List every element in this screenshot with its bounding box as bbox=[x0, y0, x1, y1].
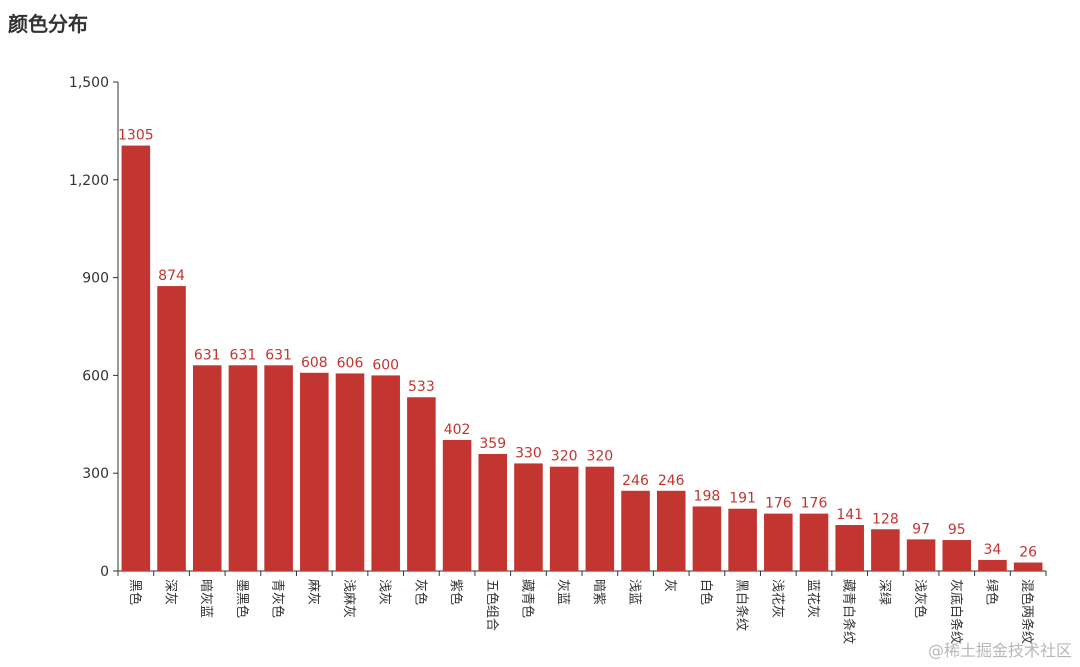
category-label: 灰色 bbox=[412, 579, 428, 605]
bar-value-label: 402 bbox=[444, 422, 471, 438]
bar-value-label: 95 bbox=[948, 522, 966, 538]
y-tick-label: 900 bbox=[82, 271, 109, 287]
y-tick-label: 1,500 bbox=[69, 75, 109, 91]
category-label: 灰蓝 bbox=[555, 579, 570, 605]
category-label: 白色 bbox=[698, 579, 714, 605]
category-label: 暗灰蓝 bbox=[198, 579, 213, 618]
bar bbox=[835, 525, 864, 571]
category-label: 蓝花灰 bbox=[805, 579, 821, 618]
bar-value-label: 533 bbox=[408, 379, 435, 395]
category-label: 灰 bbox=[662, 579, 677, 592]
bar-value-label: 128 bbox=[872, 511, 899, 527]
category-label: 灰底白条纹 bbox=[948, 579, 964, 644]
category-label: 浅蓝 bbox=[627, 579, 642, 605]
bar-value-label: 176 bbox=[801, 496, 828, 512]
y-tick-label: 300 bbox=[82, 466, 109, 482]
category-label: 紫色 bbox=[448, 579, 464, 605]
y-axis: 0 300 600 900 1,200 1,500 bbox=[69, 75, 119, 580]
bar-value-label: 141 bbox=[836, 507, 863, 523]
bar-value-label: 608 bbox=[301, 355, 328, 371]
bar bbox=[335, 373, 365, 571]
bar-value-label: 359 bbox=[479, 436, 506, 452]
category-label: 青灰色 bbox=[270, 579, 286, 618]
bar-value-label: 330 bbox=[515, 445, 542, 461]
bar-value-label: 1305 bbox=[118, 128, 154, 144]
value-labels-group: 1305 874 631 631 631 608 606 600 533 402 359 330 320… bbox=[118, 128, 1037, 561]
bar bbox=[621, 490, 650, 571]
y-tick-label: 1,200 bbox=[69, 173, 109, 189]
bar bbox=[407, 397, 436, 571]
bar bbox=[728, 508, 757, 571]
bar bbox=[656, 490, 686, 571]
bar bbox=[478, 453, 508, 571]
bar-value-label: 246 bbox=[658, 473, 685, 489]
category-label: 浅花灰 bbox=[769, 579, 785, 618]
bar bbox=[157, 286, 186, 571]
category-label: 藏青色 bbox=[519, 579, 535, 618]
bar bbox=[978, 559, 1007, 571]
bar bbox=[692, 506, 722, 571]
bar bbox=[192, 365, 222, 571]
bar bbox=[549, 466, 579, 571]
category-label: 黑白条纹 bbox=[734, 579, 750, 631]
bar bbox=[906, 539, 936, 571]
category-label: 暗紫 bbox=[591, 579, 606, 605]
bar-value-label: 246 bbox=[622, 473, 649, 489]
bar bbox=[300, 372, 329, 571]
bar bbox=[121, 145, 151, 571]
category-label: 五色组合 bbox=[484, 579, 500, 631]
bar bbox=[585, 466, 615, 571]
y-tick-label: 600 bbox=[82, 368, 109, 384]
category-label: 麻灰 bbox=[305, 579, 320, 605]
bar bbox=[228, 365, 258, 571]
bar bbox=[942, 540, 972, 571]
category-label: 混色两条纹 bbox=[1019, 579, 1035, 644]
bar bbox=[442, 439, 472, 571]
bar-value-label: 874 bbox=[158, 268, 185, 284]
x-axis bbox=[117, 570, 1047, 576]
chart-title: 颜色分布 bbox=[8, 12, 88, 36]
bar-value-label: 606 bbox=[337, 355, 364, 371]
bar-value-label: 600 bbox=[372, 357, 399, 373]
bar bbox=[371, 375, 400, 571]
bar-value-label: 320 bbox=[551, 449, 578, 465]
category-label: 深绿 bbox=[876, 579, 891, 605]
category-label: 浅灰色 bbox=[912, 579, 928, 618]
bar-value-label: 97 bbox=[912, 521, 930, 537]
category-labels-group: 黑色 深灰 暗灰蓝 墨黑色 青灰色 麻灰 浅麻灰 浅灰 灰色 紫色 五色组合 藏青色 灰蓝 暗紫 浅蓝 灰 白色… bbox=[127, 579, 1035, 644]
bar-value-label: 631 bbox=[265, 347, 292, 363]
bar-value-label: 320 bbox=[586, 449, 613, 465]
bar-value-label: 198 bbox=[694, 488, 721, 504]
bar bbox=[514, 463, 543, 571]
category-label: 藏青白条纹 bbox=[841, 579, 857, 644]
bar-value-label: 191 bbox=[729, 491, 756, 507]
bar bbox=[1013, 562, 1043, 571]
watermark: @稀土掘金技术社区 bbox=[927, 641, 1072, 660]
category-label: 绿色 bbox=[983, 579, 999, 605]
bar-value-label: 34 bbox=[984, 542, 1002, 558]
category-label: 深灰 bbox=[163, 579, 178, 605]
bar-value-label: 631 bbox=[194, 347, 221, 363]
bar-value-label: 631 bbox=[230, 347, 257, 363]
bar bbox=[799, 513, 829, 571]
bar bbox=[764, 513, 793, 571]
bar bbox=[871, 529, 900, 571]
bar bbox=[264, 365, 293, 571]
bar-value-label: 26 bbox=[1019, 545, 1037, 561]
bars-group bbox=[121, 145, 1043, 571]
category-label: 浅灰 bbox=[377, 579, 392, 605]
category-label: 黑色 bbox=[127, 579, 143, 605]
bar-value-label: 176 bbox=[765, 496, 792, 512]
category-label: 浅麻灰 bbox=[341, 579, 356, 618]
category-label: 墨黑色 bbox=[234, 579, 250, 618]
y-tick-label: 0 bbox=[100, 564, 109, 580]
